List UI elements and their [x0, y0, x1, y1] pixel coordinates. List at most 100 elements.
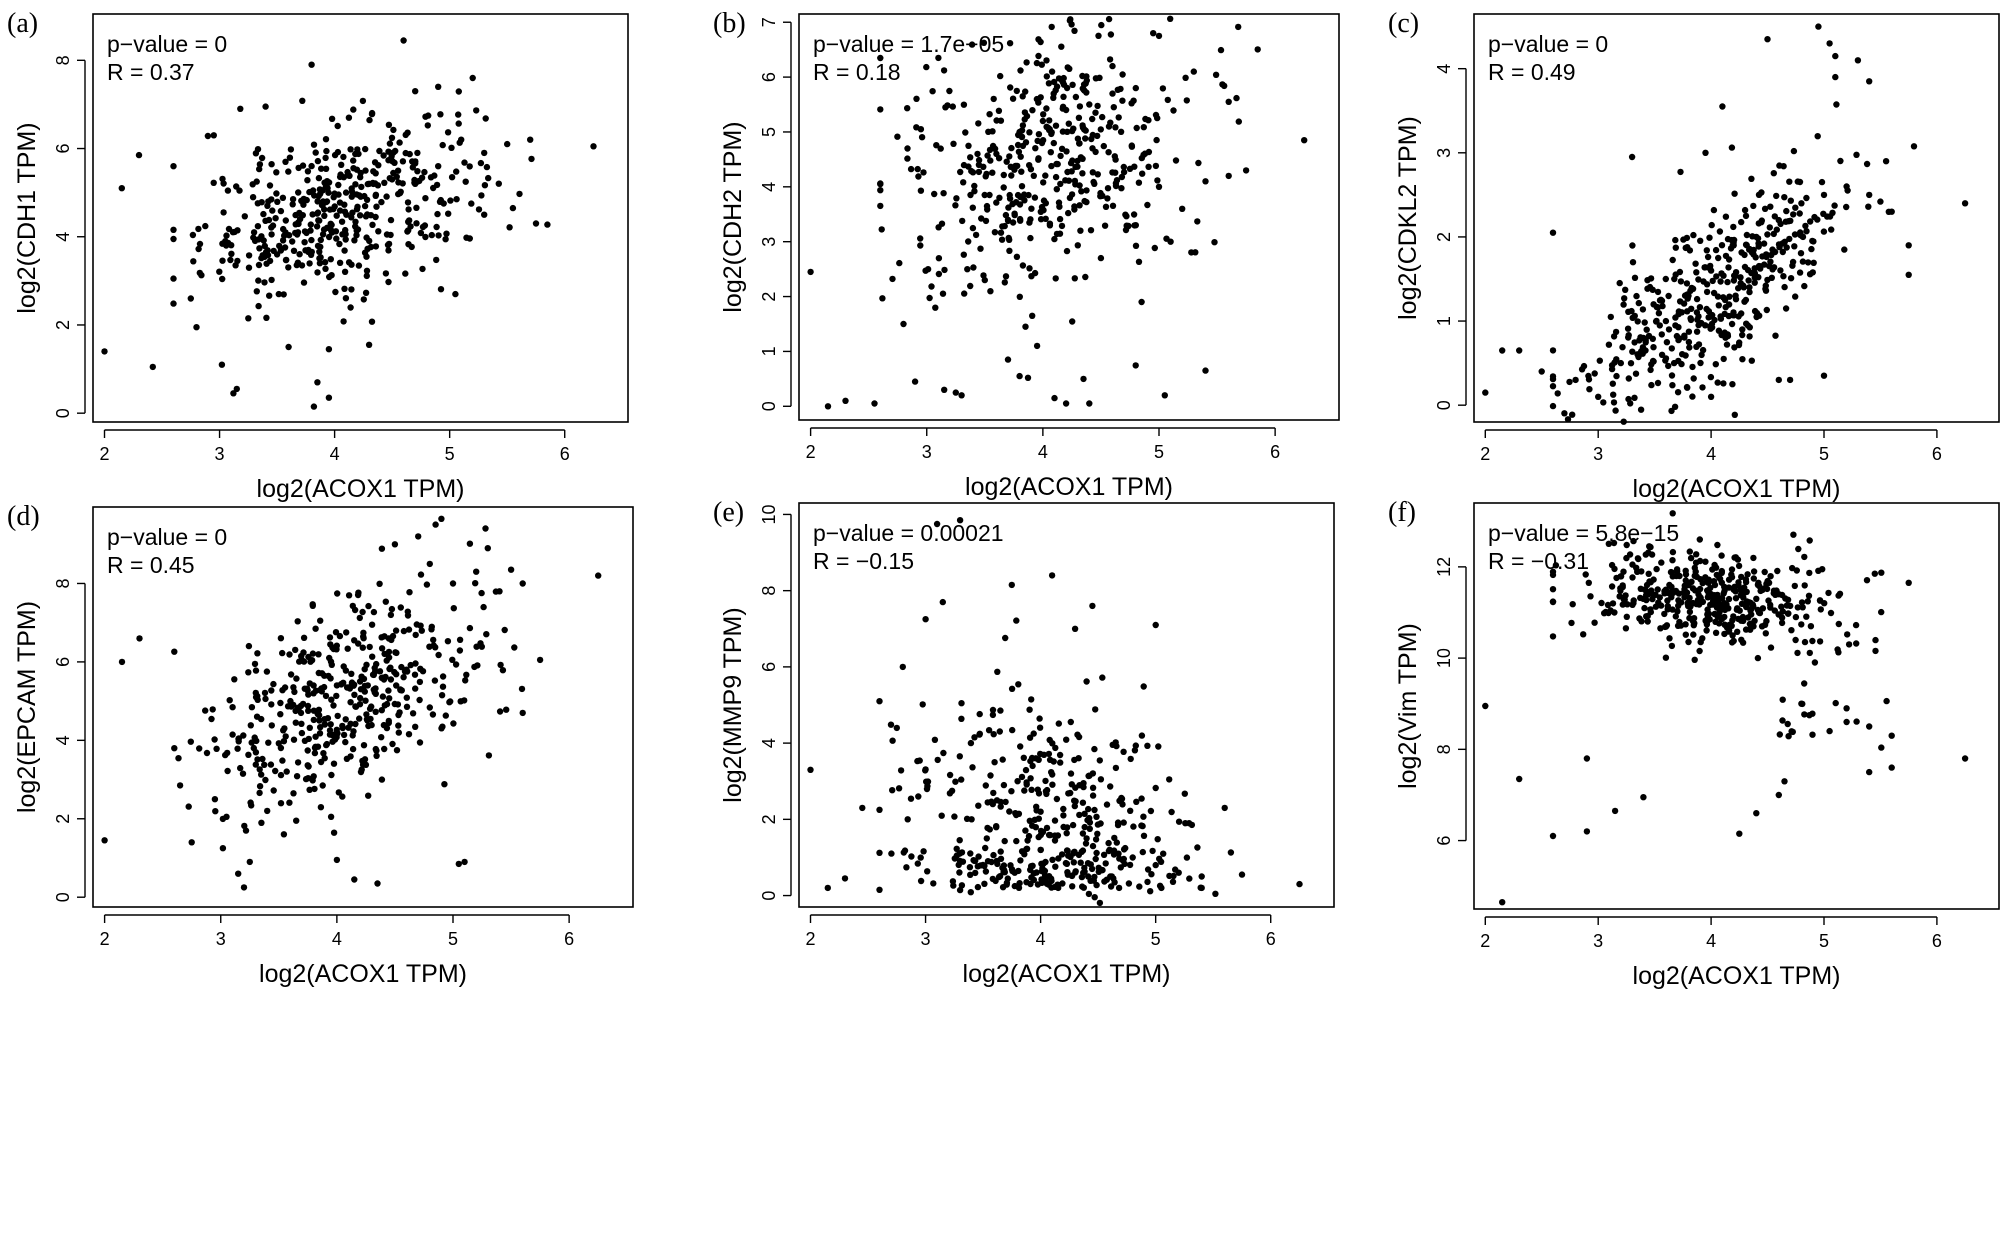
data-point	[1656, 322, 1664, 329]
data-point	[1170, 107, 1177, 114]
data-point	[1086, 101, 1093, 108]
data-point	[1781, 283, 1788, 291]
data-point	[1693, 295, 1701, 303]
data-point	[1051, 394, 1058, 402]
data-point	[1882, 158, 1890, 165]
data-point	[385, 247, 392, 254]
plot-frame	[1473, 13, 2000, 423]
data-point	[388, 134, 396, 141]
data-point	[1641, 586, 1648, 593]
data-point	[1866, 78, 1873, 85]
data-point	[972, 869, 979, 877]
data-point	[1023, 781, 1030, 788]
data-point	[1007, 862, 1014, 869]
data-point	[308, 162, 315, 170]
data-point	[1035, 156, 1042, 163]
data-point	[1048, 68, 1056, 75]
data-point	[455, 88, 462, 95]
data-point	[170, 235, 177, 243]
data-point	[1612, 407, 1619, 414]
data-point	[1035, 815, 1043, 822]
y-tick-label: 6	[1434, 836, 1454, 846]
data-point	[1079, 155, 1086, 162]
data-point	[1190, 68, 1198, 75]
data-point	[351, 637, 358, 644]
data-point	[1001, 837, 1008, 845]
data-point	[1296, 880, 1303, 888]
data-point	[342, 295, 350, 302]
y-tick-label: 4	[53, 232, 73, 242]
data-point	[1761, 205, 1769, 212]
data-point	[1115, 114, 1122, 121]
data-point	[367, 715, 374, 723]
data-point	[1069, 318, 1076, 325]
data-point	[1006, 808, 1013, 815]
plot-frame	[92, 13, 629, 423]
data-point	[963, 815, 971, 822]
data-point	[1056, 230, 1064, 237]
data-point	[299, 97, 306, 105]
data-point	[979, 861, 987, 869]
data-point	[1790, 211, 1797, 218]
data-point	[1117, 864, 1125, 871]
data-point	[1033, 803, 1040, 810]
data-point	[305, 735, 312, 743]
data-point	[937, 145, 944, 152]
data-point	[1780, 163, 1787, 170]
data-point	[980, 163, 987, 170]
x-tick-label: 6	[1270, 442, 1280, 462]
data-point	[363, 234, 370, 241]
data-point	[1064, 168, 1071, 176]
data-point	[289, 201, 296, 208]
data-point	[1689, 363, 1696, 371]
data-point	[302, 775, 310, 783]
data-point	[435, 163, 442, 170]
data-point	[294, 618, 301, 625]
data-point	[1744, 571, 1751, 578]
data-point	[1072, 181, 1079, 188]
data-point	[1075, 733, 1083, 741]
data-point	[1035, 131, 1043, 138]
y-tick-label: 6	[759, 662, 779, 672]
data-point	[1082, 840, 1090, 847]
data-point	[1742, 212, 1750, 220]
data-point	[345, 592, 353, 599]
data-point	[1725, 595, 1733, 603]
data-point	[1040, 111, 1047, 118]
data-point	[1008, 172, 1015, 179]
data-point	[503, 706, 510, 713]
data-point	[1678, 599, 1685, 606]
data-point	[1762, 287, 1770, 294]
data-point	[1202, 178, 1209, 185]
data-point	[188, 839, 195, 846]
data-point	[1635, 299, 1643, 307]
data-point	[1077, 859, 1084, 866]
data-point	[303, 685, 311, 692]
data-point	[350, 157, 357, 164]
data-point	[1035, 52, 1042, 60]
data-point	[1144, 878, 1151, 886]
data-point	[1069, 821, 1077, 829]
data-point	[1027, 880, 1034, 888]
data-point	[448, 144, 455, 151]
data-point	[429, 711, 437, 718]
data-point	[1155, 32, 1163, 40]
data-point	[367, 243, 375, 251]
data-point	[1669, 548, 1677, 556]
data-point	[359, 97, 367, 105]
data-point	[318, 165, 325, 172]
data-point	[1648, 551, 1656, 558]
data-point	[254, 223, 262, 230]
data-point	[1017, 857, 1024, 864]
data-point	[1804, 259, 1812, 266]
data-point	[482, 115, 489, 122]
data-point	[356, 192, 363, 199]
data-point	[370, 168, 377, 175]
data-point	[363, 253, 370, 260]
data-point	[262, 695, 269, 703]
data-point	[425, 112, 432, 119]
data-point	[511, 644, 518, 651]
data-point	[1235, 23, 1242, 31]
